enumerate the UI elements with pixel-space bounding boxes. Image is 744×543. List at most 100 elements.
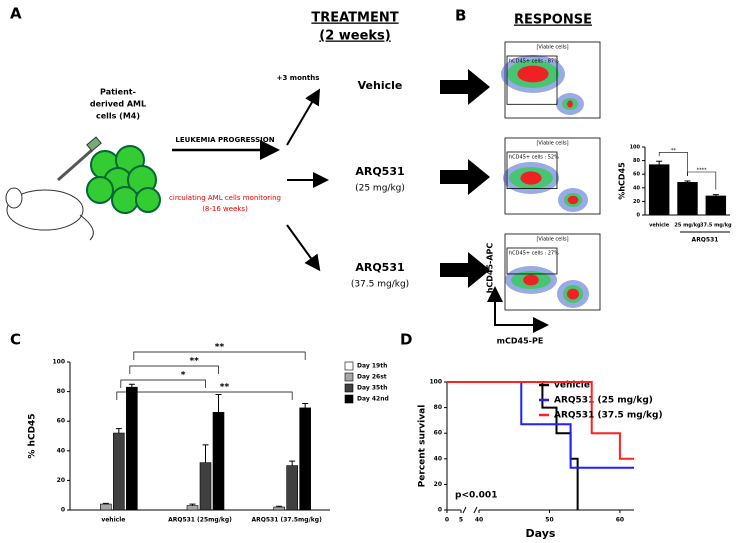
x-tick-label: ARQ531 (25mg/kg) [168,517,232,524]
error-bar [102,502,109,505]
y-tick-label: 40 [57,447,65,454]
y-tick-label: 20 [434,481,442,488]
panel-letter: C [10,331,21,349]
legend-label: Day 19th [357,363,387,370]
survival-curve [447,381,579,510]
x-tick-label: 60 [616,517,624,524]
arrow [286,88,321,146]
legend-swatch [344,372,354,382]
y-tick-label: 0 [637,213,641,219]
sig-bracket [658,151,688,176]
cloud [567,195,579,205]
y-tick-label: 80 [57,388,65,395]
heading: TREATMENT [311,11,398,26]
y-axis-label: %hCD45 [618,162,627,200]
y-tick-label: 60 [633,172,640,178]
panel-letter: D [400,331,412,349]
bar [199,462,212,511]
gate-label: hCD45+ cells : 87% [509,59,559,65]
label: cells (M4) [96,112,140,121]
label: LEUKEMIA PROGRESSION [175,136,274,144]
y-tick-label: 80 [434,404,442,411]
error-bar [289,460,296,466]
gate-label: hCD45+ cells : 27% [509,251,559,257]
y-tick-label: 100 [429,379,442,386]
arm-name: ARQ531 [355,165,404,178]
arm-dose: (25 mg/kg) [355,184,405,194]
cells [86,145,161,214]
y-tick-label: 0 [438,507,442,514]
sig-label: ** [189,357,199,367]
bar [273,506,285,511]
legend-swatch [344,394,354,404]
flow-plots: [Viable cells] hCD45+ cells : 87% [Viable … [501,41,601,311]
gate [506,247,558,275]
bar [286,465,298,511]
cloud [517,65,549,83]
panel-letter: B [455,7,466,25]
error-bar [684,180,691,183]
sig-bracket [687,171,717,190]
sig-bracket [133,351,306,360]
legend-label: ARQ531 (37.5 mg/kg) [554,411,663,421]
sig-label: * [181,371,186,381]
label: circulating AML cells monitoring [169,194,281,202]
mouse [5,136,102,241]
bar [126,386,138,511]
axis-break [462,506,478,514]
bar [100,503,112,511]
arm-name: ARQ531 [355,261,404,274]
legend-swatch [344,361,354,371]
bar [212,412,225,511]
error-bar [189,503,196,506]
error-bar [128,383,135,388]
sig-bracket [129,365,219,374]
legend-swatch [344,383,354,393]
bar [186,505,199,511]
axis-label: mCD45-PE [497,337,544,346]
x-tick-label: 5 [459,517,463,524]
y-tick-label: 100 [630,145,641,151]
cloud [523,274,539,286]
y-tick-label: 60 [434,430,442,437]
plot-title: [Viable cells] [536,237,568,243]
cloud [567,288,579,300]
x-tick-label: vehicle [649,223,670,229]
group-label: ARQ531 [692,237,719,244]
sig-label: ** [220,383,230,393]
y-tick-label: 40 [434,455,442,462]
y-tick-label: 100 [52,359,65,366]
x-tick-label: vehicle [101,517,125,524]
gate [506,55,558,105]
cloud [567,100,573,108]
y-tick-label: 60 [57,418,65,425]
gate [506,151,558,189]
label: Patient- [100,88,136,97]
cloud [520,171,542,185]
y-axis-label: % hCD45 [28,413,38,458]
y-tick-label: 80 [633,158,640,164]
heading: (2 weeks) [319,29,390,44]
x-tick-label: ARQ531 (37.5mg/kg) [252,517,323,524]
y-tick-label: 20 [57,477,65,484]
sig-bracket [116,391,293,400]
arm-dose: (37.5 mg/kg) [351,280,409,290]
error-bar [656,160,663,165]
heading: RESPONSE [514,13,592,28]
big-arrows [440,69,490,288]
annotation: p<0.001 [455,491,497,501]
x-tick-label: 0 [445,517,449,524]
sig-label: **** [697,168,708,174]
gate-label: hCD45+ cells : 52% [509,155,559,161]
bar [705,195,727,216]
legend-label: Day 42nd [357,396,389,403]
y-axis-label: Percent survival [418,405,428,488]
error-bar [202,444,209,463]
bar [113,432,125,511]
label: (8-16 weeks) [202,205,248,213]
survival-curve [447,381,634,460]
x-tick-label: 40 [475,517,483,524]
y-tick-label: 0 [61,507,65,514]
sig-bracket [120,379,206,388]
panel-letter: A [10,5,22,23]
